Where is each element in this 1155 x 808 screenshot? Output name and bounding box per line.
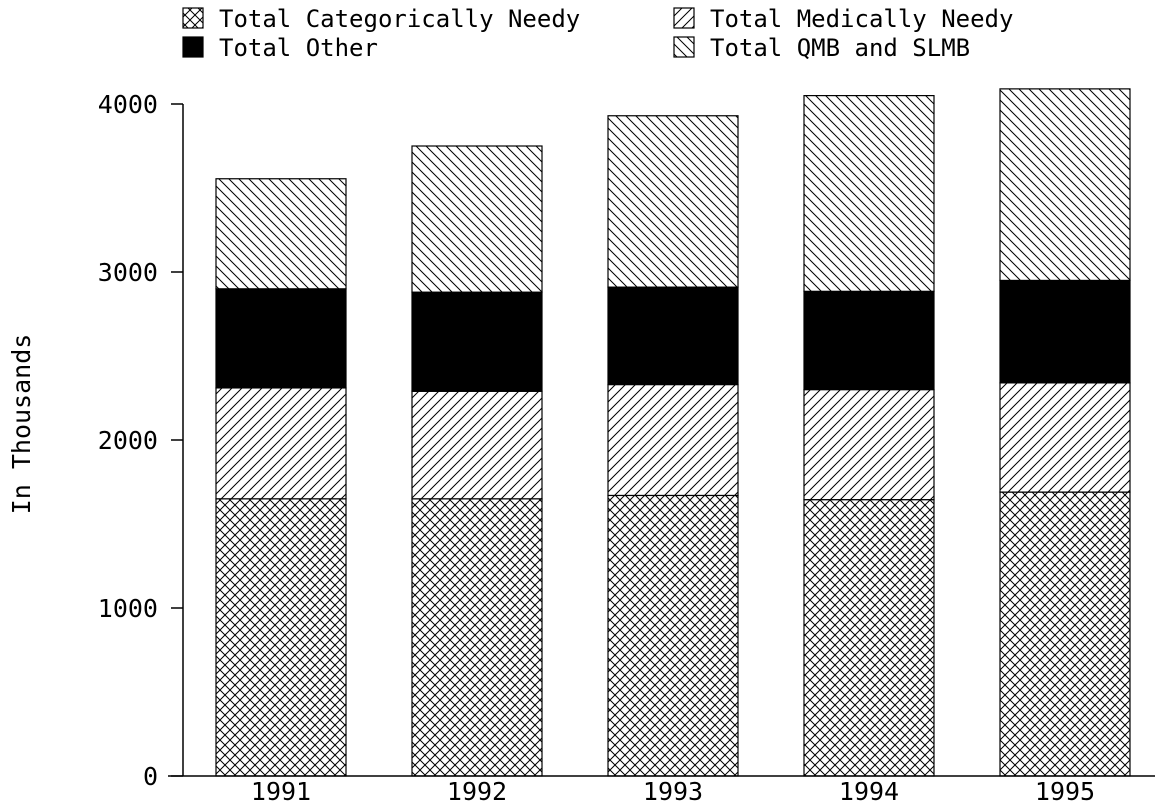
y-tick-label: 1000 (98, 594, 158, 623)
bar-segment-1994-series-1 (803, 499, 935, 777)
bar-segment-1994-series-4 (803, 94, 935, 292)
bar-segment-1993-series-2 (607, 383, 739, 497)
bar-segment-1992-series-3 (411, 291, 543, 392)
bars (215, 88, 1131, 777)
legend-label-1: Total Categorically Needy (219, 5, 580, 33)
x-tick-label: 1993 (643, 777, 703, 806)
bar-segment-1995-series-4 (999, 88, 1131, 282)
legend-swatch-1 (182, 7, 204, 29)
bar-segment-1991-series-2 (215, 387, 347, 500)
legend-swatch-3 (182, 36, 204, 58)
bar-segment-1995-series-1 (999, 491, 1131, 777)
bar-segment-1994-series-3 (803, 290, 935, 391)
bar-segment-1993-series-3 (607, 286, 739, 386)
y-tick-label: 3000 (98, 258, 158, 287)
y-tick-label: 4000 (98, 90, 158, 119)
x-tick-label: 1994 (839, 777, 899, 806)
bar-segment-1992-series-2 (411, 390, 543, 500)
legend-swatch-4 (673, 36, 695, 58)
bar-segment-1995-series-3 (999, 279, 1131, 384)
bar-segment-1993-series-4 (607, 115, 739, 288)
bar-segment-1991-series-3 (215, 288, 347, 389)
bar-segment-1994-series-2 (803, 389, 935, 501)
bar-segment-1992-series-1 (411, 498, 543, 777)
y-tick-label: 2000 (98, 426, 158, 455)
legend-label-3: Total Other (219, 34, 378, 62)
x-axis-labels: 1991 1992 1993 1994 1995 (251, 777, 1095, 806)
x-tick-label: 1992 (447, 777, 507, 806)
y-axis-ticks: 0 1000 2000 3000 4000 (98, 90, 183, 791)
legend-swatch-2 (673, 7, 695, 29)
x-tick-label: 1991 (251, 777, 311, 806)
x-tick-label: 1995 (1035, 777, 1095, 806)
bar-segment-1991-series-1 (215, 498, 347, 777)
legend: Total Categorically Needy Total Medically… (182, 5, 1013, 62)
y-tick-label: 0 (143, 762, 158, 791)
legend-label-2: Total Medically Needy (710, 5, 1013, 33)
bar-segment-1991-series-4 (215, 178, 347, 290)
bar-segment-1995-series-2 (999, 382, 1131, 493)
bar-segment-1993-series-1 (607, 494, 739, 777)
bar-segment-1992-series-4 (411, 145, 543, 293)
y-axis-title: In Thousands (7, 334, 36, 515)
legend-label-4: Total QMB and SLMB (710, 34, 970, 62)
